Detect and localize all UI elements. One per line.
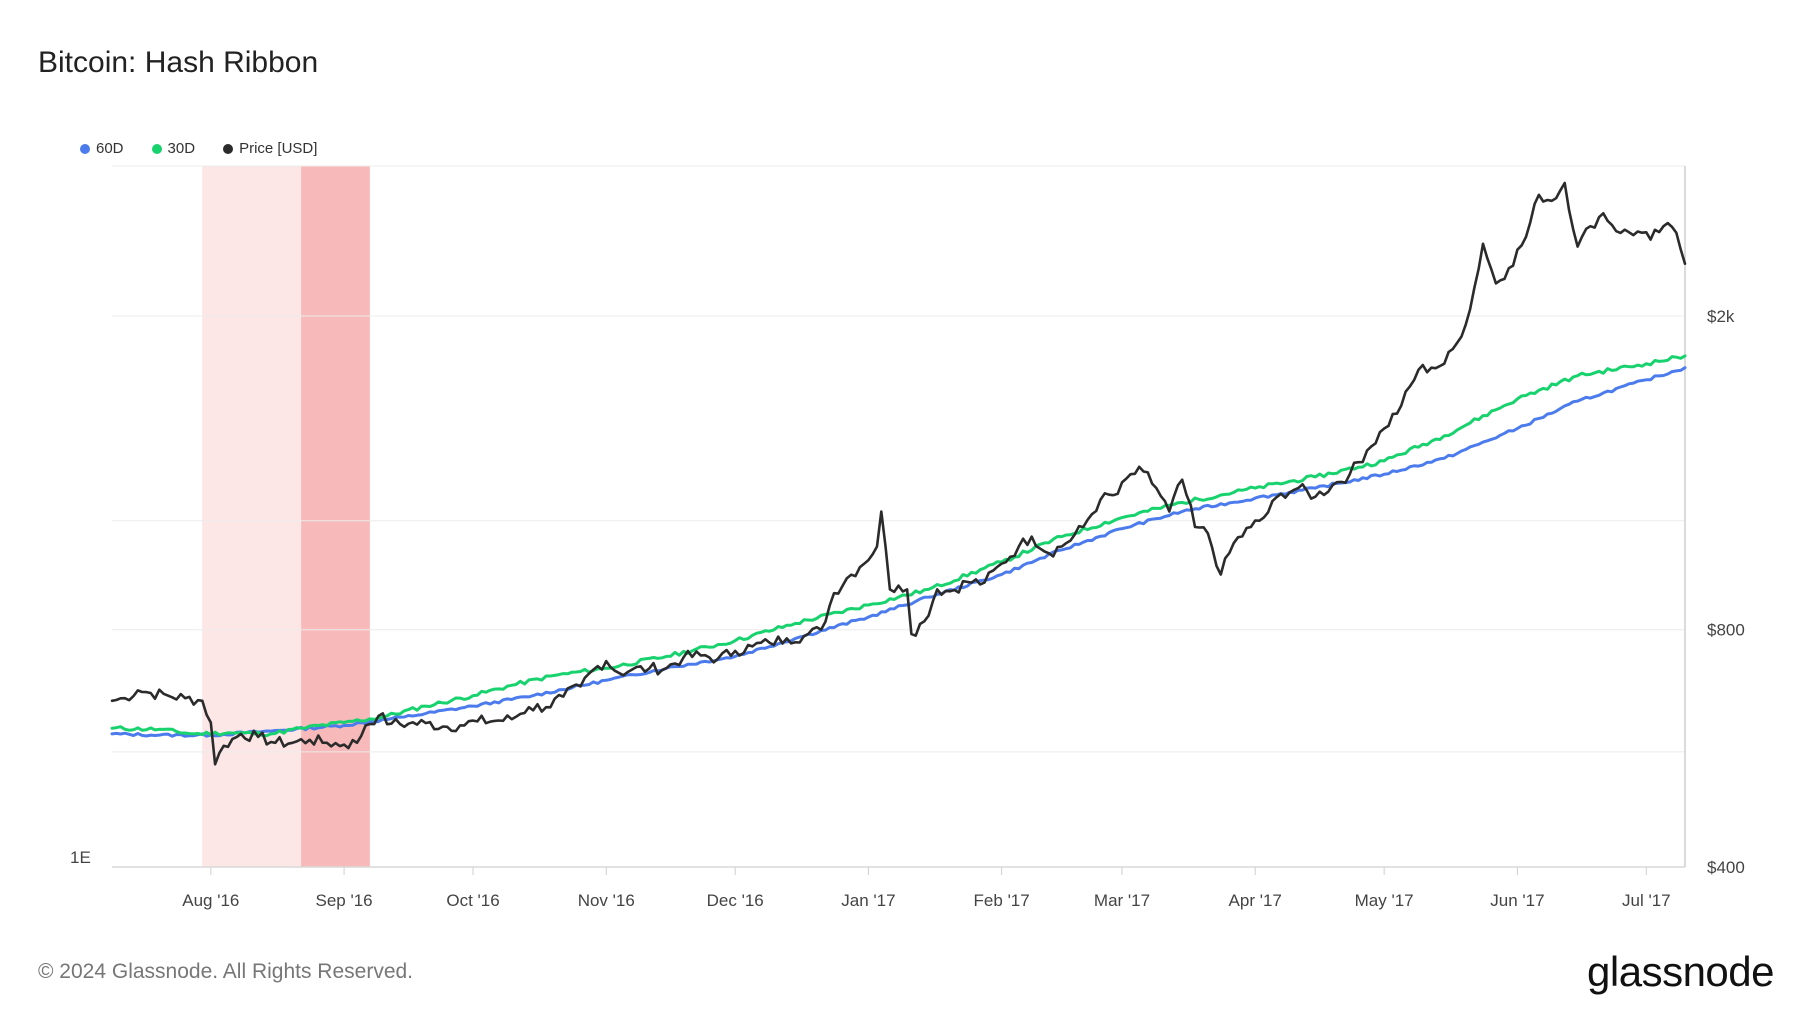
price-tick-label: $400: [1707, 858, 1745, 877]
x-tick-label: Oct '16: [446, 891, 499, 910]
legend-item-60d[interactable]: 60D: [80, 140, 124, 157]
legend-dot-price: [223, 143, 234, 154]
legend-label-price: Price [USD]: [239, 140, 318, 157]
copyright-footer: © 2024 Glassnode. All Rights Reserved.: [38, 960, 414, 983]
left-axis-label: 1E: [70, 848, 91, 867]
hash-ribbon-band-0: [202, 166, 302, 867]
glassnode-logo: glassnode: [1587, 948, 1774, 995]
x-tick-label: Apr '17: [1229, 891, 1282, 910]
series-line-price: [110, 181, 1687, 766]
series-line-30d: [110, 354, 1687, 738]
legend-dot-60d: [80, 143, 90, 154]
x-tick-label: Aug '16: [182, 891, 239, 910]
x-tick-label: Nov '16: [578, 891, 635, 910]
legend-label-30d: 30D: [167, 140, 196, 157]
chart-title: Bitcoin: Hash Ribbon: [38, 46, 319, 79]
legend: 60D 30D Price [USD]: [80, 140, 317, 157]
x-tick-label: May '17: [1355, 891, 1414, 910]
x-tick-label: Sep '16: [316, 891, 373, 910]
legend-item-30d[interactable]: 30D: [151, 140, 196, 157]
legend-label-60d: 60D: [96, 140, 124, 157]
x-tick-label: Dec '16: [707, 891, 764, 910]
x-tick-label: Feb '17: [974, 891, 1030, 910]
x-tick-label: Mar '17: [1094, 891, 1150, 910]
x-tick-label: Jul '17: [1622, 891, 1671, 910]
legend-dot-30d: [151, 143, 162, 154]
price-tick-label: $800: [1707, 621, 1745, 640]
x-tick-label: Jun '17: [1490, 891, 1544, 910]
hash-ribbon-band-1: [301, 166, 370, 867]
x-tick-label: Jan '17: [841, 891, 895, 910]
legend-item-price[interactable]: Price [USD]: [223, 140, 317, 157]
price-tick-label: $2k: [1707, 307, 1735, 326]
